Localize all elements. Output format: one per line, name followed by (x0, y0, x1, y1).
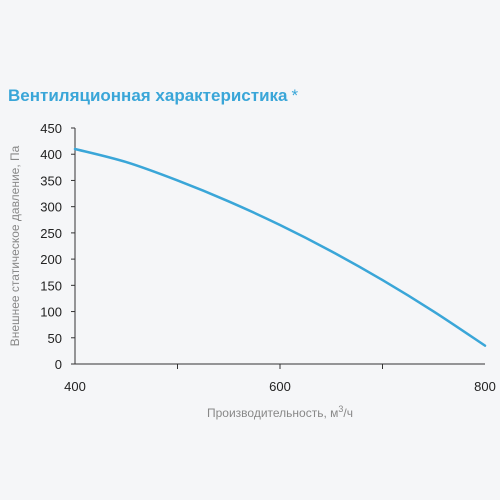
chart-title: Вентиляционная характеристика * (8, 86, 298, 106)
x-tick-label: 800 (474, 379, 496, 394)
x-axis-label: Производительность, м3/ч (207, 404, 353, 420)
y-tick-label: 300 (40, 200, 62, 215)
axes (74, 128, 485, 369)
series-line (73, 147, 487, 347)
y-tick-label: 0 (55, 357, 62, 372)
x-axis-label-suffix: /ч (343, 406, 353, 420)
y-tick-label: 450 (40, 121, 62, 136)
y-tick-label: 400 (40, 147, 62, 162)
y-axis-ticks: 0 50 100 150 200 250 300 350 400 450 (40, 121, 75, 372)
y-tick-label: 200 (40, 252, 62, 267)
x-tick-label: 400 (64, 379, 86, 394)
chart-title-marker: * (291, 86, 299, 105)
y-tick-label: 150 (40, 278, 62, 293)
y-axis-label: Внешнее статическое давление, Па (8, 145, 22, 346)
y-tick-label: 50 (48, 331, 62, 346)
y-tick-label: 100 (40, 305, 62, 320)
chart-title-text: Вентиляционная характеристика (8, 86, 288, 105)
y-tick-label: 250 (40, 226, 62, 241)
x-axis-label-sup: 3 (338, 404, 343, 414)
x-tick-label: 600 (269, 379, 291, 394)
x-axis-label-text: Производительность, м (207, 406, 338, 420)
y-tick-label: 350 (40, 173, 62, 188)
x-axis-ticks: 400 600 800 (64, 379, 496, 394)
